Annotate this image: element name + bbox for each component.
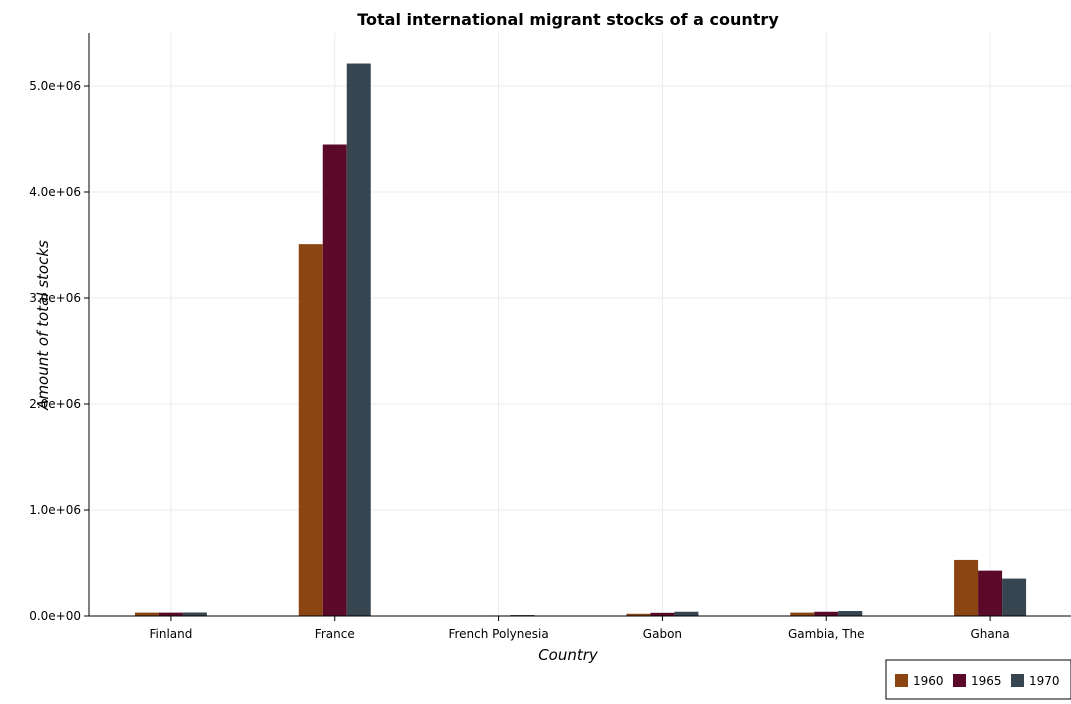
y-tick-label: 5.0e+06: [29, 79, 81, 93]
legend-label-1960: 1960: [913, 674, 944, 688]
plot-area: [89, 33, 1071, 616]
x-axis-label: Country: [538, 646, 599, 664]
legend-swatch-1970: [1011, 674, 1024, 687]
bar-1965-finland: [158, 612, 183, 616]
bar-1960-france: [298, 244, 323, 617]
bar-1960-ghana: [954, 559, 979, 616]
chart-title: Total international migrant stocks of a …: [357, 10, 779, 29]
x-tick-label: Ghana: [970, 627, 1009, 641]
legend: 1960 1965 1970: [885, 659, 1071, 700]
x-axis: Finland France French Polynesia Gabon Gambia…: [89, 615, 1071, 641]
y-tick-label: 2.0e+06: [29, 397, 81, 411]
bar-1970-gabon: [674, 611, 699, 616]
bar-1960-gabon: [626, 613, 651, 616]
y-tick-label: 1.0e+06: [29, 503, 81, 517]
bar-1970-finland: [182, 612, 207, 616]
legend-label-1970: 1970: [1029, 674, 1060, 688]
bar-1965-gambia-the: [814, 611, 839, 616]
y-tick-label: 4.0e+06: [29, 185, 81, 199]
bar-1970-ghana: [1002, 578, 1027, 616]
bar-1960-finland: [134, 612, 159, 616]
x-tick-label: France: [315, 627, 355, 641]
bar-1960-gambia-the: [790, 612, 815, 616]
x-tick-label: Finland: [149, 627, 192, 641]
legend-swatch-1960: [895, 674, 908, 687]
bar-1965-gabon: [650, 612, 675, 616]
bar-1970-gambia-the: [838, 611, 863, 616]
y-tick-label: 3.0e+06: [29, 291, 81, 305]
y-tick-label: 0.0e+00: [29, 609, 81, 623]
y-axis: 0.0e+00 1.0e+06 2.0e+06 3.0e+06 4.0e+06 5.0e+…: [29, 33, 90, 623]
x-tick-label: Gambia, The: [788, 627, 865, 641]
legend-swatch-1965: [953, 674, 966, 687]
legend-box: [885, 659, 1071, 700]
x-tick-label: Gabon: [643, 627, 682, 641]
y-axis-label: Amount of total stocks: [34, 240, 52, 411]
bar-1965-ghana: [978, 570, 1003, 616]
bar-1965-france: [322, 144, 347, 616]
legend-label-1965: 1965: [971, 674, 1002, 688]
grid-layer: [89, 33, 1071, 617]
bar-1970-france: [346, 63, 371, 616]
x-tick-label: French Polynesia: [448, 627, 548, 641]
